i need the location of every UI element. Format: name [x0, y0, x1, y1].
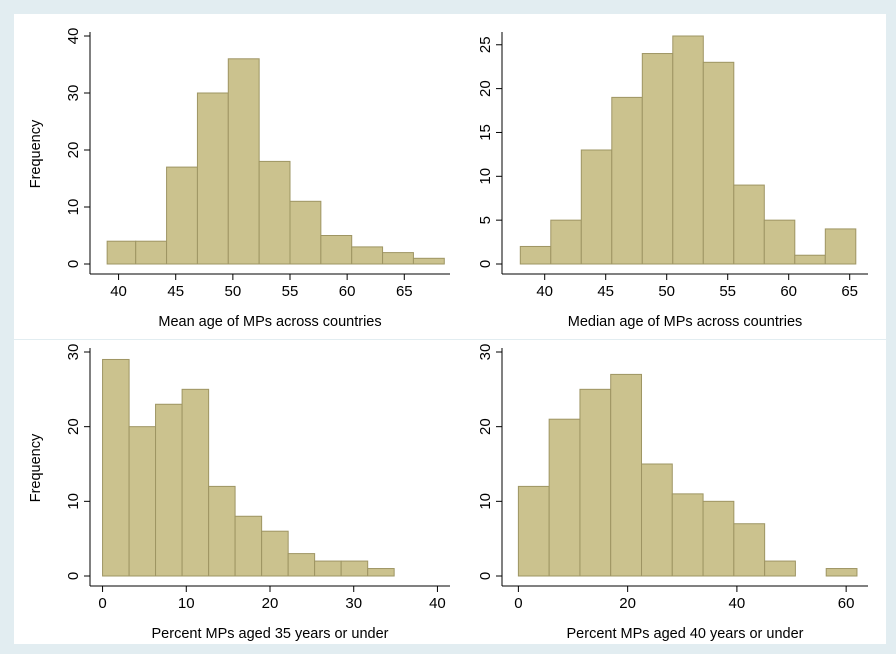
histogram-bar: [412, 257, 445, 265]
x-tick-label: 20: [619, 595, 636, 612]
histogram-bar: [367, 568, 395, 577]
histogram-panel-4: 0 10 20 30 0 20 40 60 Percent MPs aged 40 years …: [477, 344, 868, 642]
x-axis-title: Median age of MPs across countries: [568, 314, 803, 330]
x-tick-label: 60: [339, 283, 356, 300]
x-axis-title: Percent MPs aged 40 years or under: [567, 626, 804, 642]
histogram-bar: [733, 184, 765, 265]
histogram-bar: [548, 418, 581, 577]
y-tick-label: 30: [65, 344, 82, 361]
histogram-bar: [340, 560, 369, 577]
histogram-bar: [702, 500, 735, 577]
histogram-bar: [702, 61, 735, 265]
x-tick-label: 40: [729, 595, 746, 612]
x-tick-label: 50: [225, 283, 242, 300]
x-tick-label: 60: [838, 595, 855, 612]
x-tick-label: 45: [167, 283, 184, 300]
y-tick-label: 40: [65, 28, 82, 45]
y-tick-label: 10: [65, 199, 82, 216]
y-tick-label: 20: [65, 142, 82, 159]
x-tick-label: 50: [658, 283, 675, 300]
histogram-bar: [763, 219, 796, 265]
x-tick-label: 0: [98, 595, 106, 612]
histogram-bar: [672, 35, 704, 265]
histogram-bar: [289, 200, 322, 265]
x-tick-label: 0: [514, 595, 522, 612]
histogram-bar: [610, 373, 643, 577]
histogram-bar: [794, 254, 826, 265]
histogram-bar: [671, 493, 704, 577]
y-tick-label: 0: [477, 260, 494, 268]
histogram-bar: [155, 403, 183, 577]
y-tick-label: 10: [477, 168, 494, 185]
y-tick-label: 10: [477, 493, 494, 510]
x-tick-label: 40: [110, 283, 127, 300]
x-axis-title: Percent MPs aged 35 years or under: [152, 626, 389, 642]
histogram-bar: [181, 388, 210, 577]
x-tick-label: 55: [282, 283, 299, 300]
x-tick-label: 30: [345, 595, 362, 612]
histogram-bar: [550, 219, 582, 265]
y-tick-label: 0: [65, 572, 82, 580]
x-tick-label: 40: [536, 283, 553, 300]
x-tick-label: 10: [178, 595, 195, 612]
histogram-bar: [519, 245, 552, 265]
x-axis-title: Mean age of MPs across countries: [158, 314, 381, 330]
histogram-bar: [106, 240, 137, 265]
histogram-bar: [287, 553, 316, 577]
y-tick-label: 30: [477, 344, 494, 361]
histogram-bar: [208, 485, 236, 577]
y-tick-label: 30: [65, 85, 82, 102]
histogram-bar: [261, 530, 289, 577]
histogram-bar: [258, 160, 291, 265]
x-tick-label: 60: [780, 283, 797, 300]
y-tick-label: 20: [477, 80, 494, 97]
y-tick-label: 10: [65, 493, 82, 510]
y-tick-label: 25: [477, 36, 494, 53]
x-tick-label: 40: [429, 595, 446, 612]
histogram-bar: [135, 240, 168, 265]
y-tick-label: 15: [477, 124, 494, 141]
histogram-bar: [641, 463, 673, 577]
histogram-bar: [227, 58, 260, 265]
y-tick-label: 20: [477, 418, 494, 435]
histogram-bar: [579, 388, 612, 577]
y-tick-label: 5: [477, 216, 494, 224]
y-tick-label: 0: [477, 572, 494, 580]
panel-background-row-1: [14, 14, 886, 339]
histogram-bar: [733, 523, 766, 577]
histogram-bar: [351, 246, 384, 265]
y-tick-label: 0: [65, 260, 82, 268]
histogram-bar: [234, 515, 263, 577]
x-tick-label: 65: [841, 283, 858, 300]
histogram-bar: [314, 560, 342, 577]
y-axis-title: Frequency: [28, 119, 44, 188]
histogram-bar: [382, 252, 414, 265]
histogram-panel-1: 0 10 20 30 40 40 45 50 55 60 65 Mean age of MPs acr…: [28, 28, 450, 330]
y-tick-label: 20: [65, 418, 82, 435]
x-tick-label: 55: [719, 283, 736, 300]
histogram-bar: [580, 149, 613, 265]
histogram-bar: [196, 92, 229, 265]
x-tick-label: 20: [262, 595, 279, 612]
histogram-bar: [166, 166, 198, 265]
histogram-bar: [611, 96, 643, 265]
histogram-bar: [764, 560, 796, 577]
histogram-bar: [824, 228, 857, 265]
histogram-bar: [517, 485, 550, 577]
histogram-bar: [825, 568, 858, 577]
histogram-panel-3: 0 10 20 30 0 10 20 30 40 Percent MPs aged 35 year…: [28, 344, 450, 642]
histogram-bar: [320, 235, 353, 265]
histogram-panel-2: 0 5 10 15 20 25 40 45 50 55 60 65 Median age of MPs …: [477, 32, 868, 330]
x-tick-label: 45: [597, 283, 614, 300]
x-tick-label: 65: [396, 283, 413, 300]
histogram-bar: [641, 53, 674, 265]
histogram-bar: [102, 358, 130, 577]
y-axis-title: Frequency: [28, 433, 44, 502]
histogram-bar: [128, 426, 157, 577]
